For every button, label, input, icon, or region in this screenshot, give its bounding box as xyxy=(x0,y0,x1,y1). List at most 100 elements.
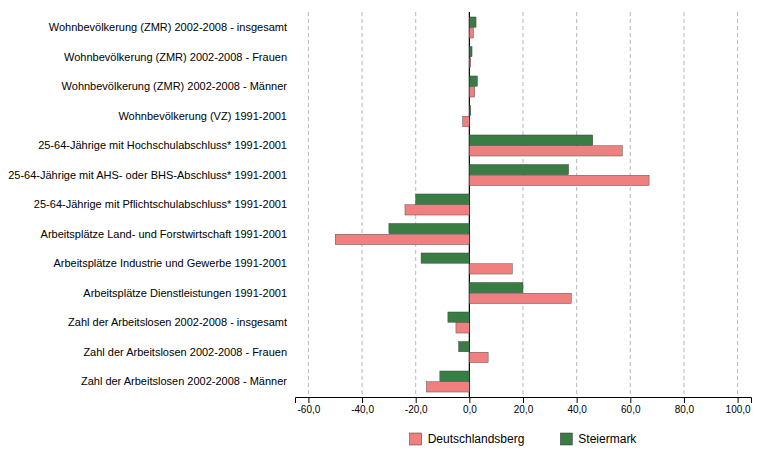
y-tick: Arbeitsplätze Dienstleistungen 1991-2001 xyxy=(83,287,287,299)
y-tick: 25-64-Jährige mit Hochschulabschluss* 19… xyxy=(38,139,287,151)
bar xyxy=(469,282,523,292)
bar xyxy=(405,205,469,215)
x-tick-label: 40,0 xyxy=(567,404,587,415)
x-tick: 20,0 xyxy=(514,397,534,415)
y-axis: Wohnbevölkerung (ZMR) 2002-2008 - insges… xyxy=(8,21,287,387)
x-tick-mark xyxy=(469,397,470,403)
y-tick-label: Wohnbevölkerung (ZMR) 2002-2008 - Männer xyxy=(62,80,288,92)
y-tick-label: 25-64-Jährige mit Pflichtschulabschluss*… xyxy=(34,198,287,210)
y-tick: Arbeitsplätze Land- und Forstwirtschaft … xyxy=(41,228,287,240)
bar xyxy=(469,164,568,174)
grid-line xyxy=(683,12,684,397)
x-tick-label: 80,0 xyxy=(675,404,695,415)
bar xyxy=(389,223,469,233)
x-tick-label: -60,0 xyxy=(298,404,321,415)
y-tick: Zahl der Arbeitslosen 2002-2008 - Männer xyxy=(81,375,287,387)
x-tick-label: -40,0 xyxy=(351,404,374,415)
y-tick-label: Wohnbevölkerung (ZMR) 2002-2008 - insges… xyxy=(49,21,287,33)
y-tick: Wohnbevölkerung (ZMR) 2002-2008 - Männer xyxy=(62,80,288,92)
bar-series xyxy=(335,28,649,392)
x-tick: 60,0 xyxy=(621,397,641,415)
x-tick-mark xyxy=(362,397,363,403)
legend-item: Steiermark xyxy=(560,432,637,446)
y-tick: 25-64-Jährige mit Pflichtschulabschluss*… xyxy=(34,198,287,210)
y-tick: Wohnbevölkerung (ZMR) 2002-2008 - Frauen xyxy=(64,51,287,63)
y-tick-label: Zahl der Arbeitslosen 2002-2008 - Frauen xyxy=(83,346,287,358)
y-tick-label: Arbeitsplätze Land- und Forstwirtschaft … xyxy=(41,228,287,240)
x-tick-mark xyxy=(416,397,417,403)
y-tick-label: Zahl der Arbeitslosen 2002-2008 - insges… xyxy=(68,316,287,328)
bar xyxy=(463,116,470,126)
x-tick-mark xyxy=(738,397,739,403)
x-axis: -60,0 -40,0 -20,0 0,0 20,0 40,0 60,0 80,0 100,0 xyxy=(296,397,752,415)
legend-label: Deutschlandsberg xyxy=(428,432,525,446)
x-tick-label: 20,0 xyxy=(514,404,534,415)
grid-line xyxy=(308,12,309,397)
bar xyxy=(421,253,469,263)
y-tick: 25-64-Jährige mit AHS- oder BHS-Abschlus… xyxy=(8,169,287,181)
x-tick: -60,0 xyxy=(298,397,321,415)
x-tick-label: 100,0 xyxy=(726,404,751,415)
grid-line xyxy=(362,12,363,397)
bars xyxy=(335,17,649,392)
bar xyxy=(469,352,488,362)
bar xyxy=(416,194,470,204)
bar xyxy=(469,293,571,303)
y-tick-label: Wohnbevölkerung (ZMR) 2002-2008 - Frauen xyxy=(64,51,287,63)
y-tick-label: Arbeitsplätze Industrie und Gewerbe 1991… xyxy=(53,257,287,269)
y-tick-label: 25-64-Jährige mit AHS- oder BHS-Abschlus… xyxy=(8,169,287,181)
bar xyxy=(469,87,474,97)
grid-line xyxy=(415,12,416,397)
bar xyxy=(469,175,649,185)
y-tick-label: Arbeitsplätze Dienstleistungen 1991-2001 xyxy=(83,287,287,299)
x-tick-label: 0,0 xyxy=(463,404,477,415)
chart-svg: -60,0 -40,0 -20,0 0,0 20,0 40,0 60,0 80,0 100,0 W… xyxy=(0,0,775,457)
bar xyxy=(426,382,469,392)
grid-line xyxy=(737,12,738,397)
bar xyxy=(469,57,470,67)
x-tick-mark xyxy=(577,397,578,403)
legend-swatch xyxy=(560,433,572,445)
x-tick-mark xyxy=(308,397,309,403)
zero-line xyxy=(469,12,470,397)
y-tick: Zahl der Arbeitslosen 2002-2008 - Frauen xyxy=(83,346,287,358)
x-tick: 40,0 xyxy=(567,397,587,415)
grid-line xyxy=(523,12,524,397)
y-tick: Wohnbevölkerung (VZ) 1991-2001 xyxy=(118,110,287,122)
x-tick-mark xyxy=(684,397,685,403)
bar xyxy=(440,371,470,381)
bar xyxy=(456,323,469,333)
x-tick: -20,0 xyxy=(405,397,428,415)
bar xyxy=(469,76,477,86)
bar xyxy=(469,46,472,56)
bar xyxy=(469,135,592,145)
x-tick: 0,0 xyxy=(463,397,477,415)
bar xyxy=(448,312,469,322)
chart-container: -60,0 -40,0 -20,0 0,0 20,0 40,0 60,0 80,0 100,0 W… xyxy=(0,0,775,457)
y-tick-label: Zahl der Arbeitslosen 2002-2008 - Männer xyxy=(81,375,287,387)
plot: -60,0 -40,0 -20,0 0,0 20,0 40,0 60,0 80,0 100,0 W… xyxy=(8,12,751,415)
bar xyxy=(469,146,622,156)
bar xyxy=(469,105,470,115)
legend-item: Deutschlandsberg xyxy=(410,432,525,446)
bar xyxy=(335,234,469,244)
grid-line xyxy=(630,12,631,397)
x-tick-label: -20,0 xyxy=(405,404,428,415)
x-tick-mark xyxy=(630,397,631,403)
x-tick-label: 60,0 xyxy=(621,404,641,415)
grid xyxy=(308,12,737,397)
x-tick: -40,0 xyxy=(351,397,374,415)
bar xyxy=(459,341,470,351)
x-tick: 80,0 xyxy=(675,397,695,415)
legend: Deutschlandsberg Steiermark xyxy=(410,432,638,446)
y-tick-label: 25-64-Jährige mit Hochschulabschluss* 19… xyxy=(38,139,287,151)
y-tick: Wohnbevölkerung (ZMR) 2002-2008 - insges… xyxy=(49,21,287,33)
x-tick: 100,0 xyxy=(726,397,751,415)
y-tick: Zahl der Arbeitslosen 2002-2008 - insges… xyxy=(68,316,287,328)
legend-label: Steiermark xyxy=(578,432,637,446)
bar xyxy=(469,264,512,274)
y-tick-label: Wohnbevölkerung (VZ) 1991-2001 xyxy=(118,110,287,122)
bar xyxy=(469,28,473,38)
bar-series xyxy=(389,17,593,381)
x-axis-line xyxy=(296,398,752,404)
